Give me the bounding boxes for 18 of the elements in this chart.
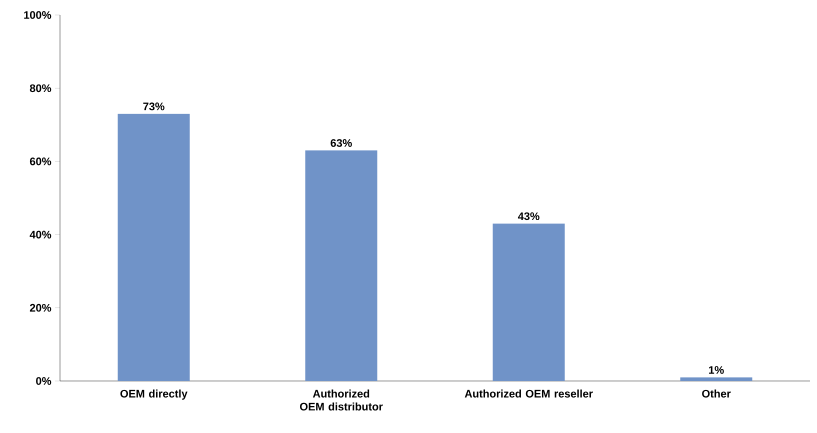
data-label: 43%: [518, 212, 540, 220]
y-tick-label: 100%: [24, 11, 52, 19]
bar: [118, 114, 190, 381]
x-tick-label: Other: [702, 390, 731, 398]
x-tick-label: OEM directly: [120, 390, 188, 400]
data-label: 73%: [143, 102, 164, 110]
y-tick-label: 40%: [30, 230, 52, 238]
x-tick-label: Authorized OEM reseller: [464, 390, 593, 398]
y-tick-label: 20%: [30, 304, 52, 312]
bar: [305, 150, 378, 381]
bar: [680, 377, 752, 381]
data-label: 63%: [330, 139, 352, 147]
x-tick-label: Authorized OEM distributor: [300, 390, 383, 411]
y-tick-label: 0%: [36, 377, 52, 385]
y-tick-label: 60%: [30, 158, 52, 166]
bar: [492, 224, 565, 381]
y-tick-label: 80%: [30, 84, 52, 92]
data-label: 1%: [709, 366, 724, 374]
